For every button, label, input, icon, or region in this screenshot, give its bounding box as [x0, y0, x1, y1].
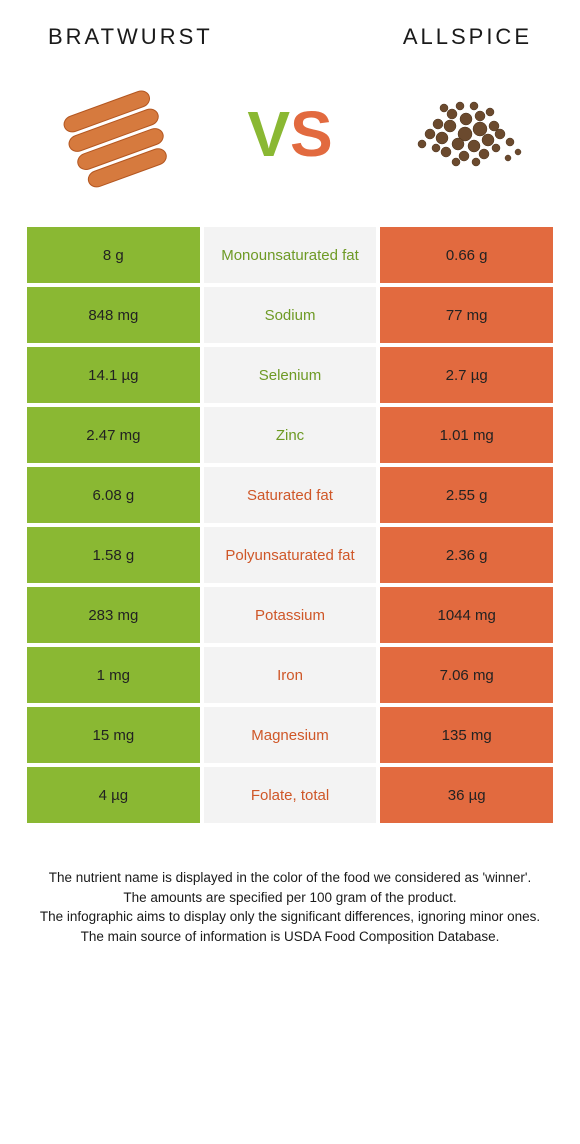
left-value: 15 mg [25, 705, 202, 765]
nutrient-label: Selenium [202, 345, 379, 405]
nutrient-label: Zinc [202, 405, 379, 465]
right-value: 36 µg [378, 765, 555, 825]
left-value: 1 mg [25, 645, 202, 705]
nutrient-label: Polyunsaturated fat [202, 525, 379, 585]
left-value: 8 g [25, 225, 202, 285]
right-value: 2.7 µg [378, 345, 555, 405]
left-value: 848 mg [25, 285, 202, 345]
footnote-line: The amounts are specified per 100 gram o… [34, 888, 546, 908]
nutrient-label: Sodium [202, 285, 379, 345]
nutrient-label: Folate, total [202, 765, 379, 825]
nutrient-label: Potassium [202, 585, 379, 645]
nutrient-label: Iron [202, 645, 379, 705]
left-value: 2.47 mg [25, 405, 202, 465]
nutrient-label: Monounsaturated fat [202, 225, 379, 285]
right-value: 1.01 mg [378, 405, 555, 465]
left-value: 283 mg [25, 585, 202, 645]
left-value: 14.1 µg [25, 345, 202, 405]
allspice-icon [390, 74, 540, 194]
table-row: 15 mgMagnesium135 mg [25, 705, 555, 765]
right-value: 77 mg [378, 285, 555, 345]
right-value: 7.06 mg [378, 645, 555, 705]
right-value: 135 mg [378, 705, 555, 765]
left-value: 4 µg [25, 765, 202, 825]
table-row: 1 mgIron7.06 mg [25, 645, 555, 705]
right-value: 2.55 g [378, 465, 555, 525]
allspice-image [390, 74, 540, 194]
table-row: 1.58 gPolyunsaturated fat2.36 g [25, 525, 555, 585]
table-row: 2.47 mgZinc1.01 mg [25, 405, 555, 465]
table-row: 14.1 µgSelenium2.7 µg [25, 345, 555, 405]
footnotes: The nutrient name is displayed in the co… [0, 828, 580, 946]
vs-s: S [290, 98, 333, 170]
footnote-line: The nutrient name is displayed in the co… [34, 868, 546, 888]
footnote-line: The infographic aims to display only the… [34, 907, 546, 927]
table-row: 283 mgPotassium1044 mg [25, 585, 555, 645]
table-row: 8 gMonounsaturated fat0.66 g [25, 225, 555, 285]
vs-v: V [247, 98, 290, 170]
food-b-title: ALLSPICE [403, 24, 532, 50]
nutrient-label: Magnesium [202, 705, 379, 765]
bratwurst-image [40, 74, 190, 194]
images-row: VS [0, 58, 580, 222]
nutrient-label: Saturated fat [202, 465, 379, 525]
table-row: 4 µgFolate, total36 µg [25, 765, 555, 825]
right-value: 1044 mg [378, 585, 555, 645]
left-value: 6.08 g [25, 465, 202, 525]
food-a-title: BRATWURST [48, 24, 213, 50]
footnote-line: The main source of information is USDA F… [34, 927, 546, 947]
table-row: 848 mgSodium77 mg [25, 285, 555, 345]
vs-label: VS [247, 97, 332, 171]
nutrient-table: 8 gMonounsaturated fat0.66 g848 mgSodium… [22, 222, 558, 828]
right-value: 2.36 g [378, 525, 555, 585]
table-row: 6.08 gSaturated fat2.55 g [25, 465, 555, 525]
sausage-icon [40, 74, 190, 194]
right-value: 0.66 g [378, 225, 555, 285]
left-value: 1.58 g [25, 525, 202, 585]
header-row: BRATWURST ALLSPICE [0, 0, 580, 58]
